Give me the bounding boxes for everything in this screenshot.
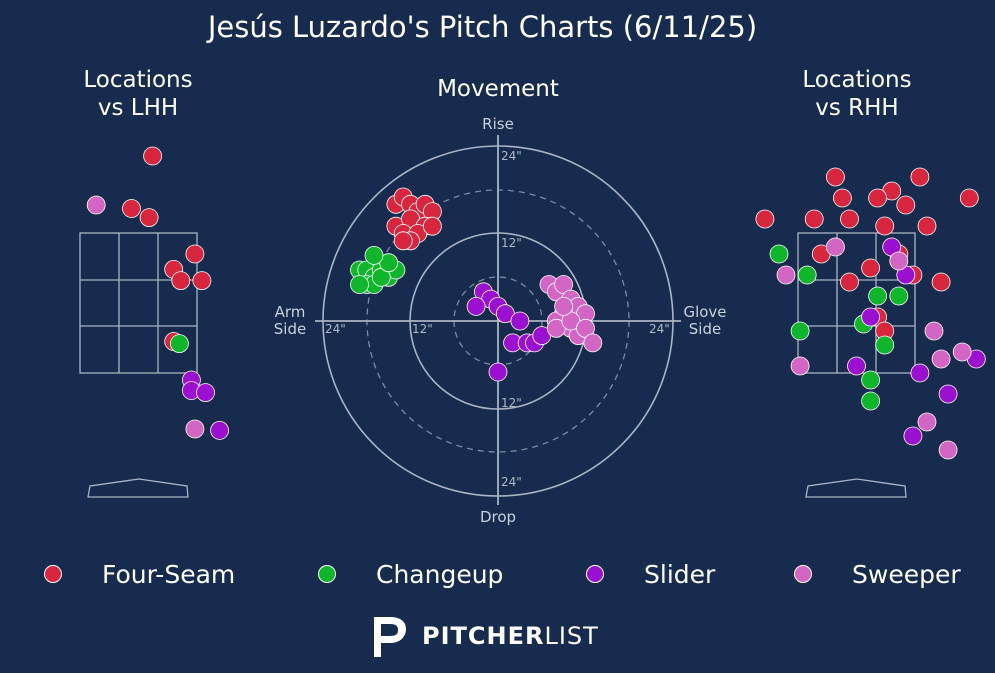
lhh-four-seam-point bbox=[143, 146, 163, 166]
rhh-slider-point bbox=[847, 356, 866, 376]
rhh-sweeper-point bbox=[776, 265, 796, 285]
legend-item-slider[interactable]: Slider bbox=[586, 556, 715, 592]
rhh-changeup-point bbox=[861, 391, 880, 411]
rhh-sweeper-point bbox=[790, 356, 810, 376]
ring-label-24-bottom: 24" bbox=[501, 475, 522, 489]
four-seam-marker-icon bbox=[44, 565, 62, 583]
rhh-four-seam-point bbox=[755, 209, 775, 229]
legend-label: Sweeper bbox=[852, 559, 961, 589]
rhh-changeup-point bbox=[790, 321, 810, 341]
movement-four-seam-point bbox=[393, 231, 413, 251]
rhh-four-seam-point bbox=[959, 188, 979, 208]
rhh-four-seam-point bbox=[840, 272, 859, 292]
rhh-sweeper-point bbox=[889, 251, 909, 271]
legend-item-four-seam[interactable]: Four-Seam bbox=[44, 556, 235, 592]
ring-labels: 24" 12" 12" 24" 24" 12" 24" bbox=[325, 149, 670, 489]
slider-marker-icon bbox=[586, 565, 604, 583]
rhh-four-seam-point bbox=[804, 209, 824, 229]
rhh-sweeper-point bbox=[938, 440, 958, 460]
rhh-four-seam-point bbox=[917, 216, 937, 236]
ring-label-12-left: 12" bbox=[412, 322, 433, 336]
pitcherlist-logo: PITCHER LIST bbox=[370, 612, 599, 660]
changeup-marker-icon bbox=[318, 565, 336, 583]
brand-bold: PITCHER bbox=[422, 622, 545, 650]
rhh-changeup-point bbox=[868, 286, 887, 306]
lhh-four-seam-point bbox=[185, 244, 205, 264]
lhh-strike-zone bbox=[79, 232, 198, 374]
rhh-changeup-point bbox=[889, 286, 909, 306]
legend-label: Slider bbox=[644, 559, 716, 589]
lhh-changeup-point bbox=[169, 334, 189, 354]
rhh-slider-point bbox=[938, 384, 958, 404]
chart-title: Jesús Luzardo's Pitch Charts (6/11/25) bbox=[207, 10, 758, 44]
rhh-four-seam-point bbox=[910, 167, 930, 187]
pitcherlist-p-icon bbox=[374, 617, 406, 657]
rhh-four-seam-point bbox=[875, 216, 895, 236]
rise-label: Rise bbox=[482, 115, 514, 133]
movement-four-seam-point bbox=[422, 216, 442, 236]
legend-label: Four-Seam bbox=[102, 559, 236, 589]
lhh-four-seam-point bbox=[122, 199, 141, 218]
legend-item-changeup[interactable]: Changeup bbox=[318, 556, 503, 592]
rhh-four-seam-point bbox=[826, 167, 845, 187]
movement-grid bbox=[315, 135, 681, 505]
rhh-changeup-point bbox=[875, 335, 895, 355]
movement-sweeper-point bbox=[554, 296, 573, 316]
movement-slider-point bbox=[466, 296, 486, 316]
rhh-sweeper-point bbox=[826, 237, 845, 257]
rhh-four-seam-point bbox=[931, 272, 951, 292]
rhh-slider-point bbox=[903, 426, 923, 446]
lhh-sweeper-point bbox=[86, 195, 106, 215]
ring-label-24-right: 24" bbox=[649, 322, 670, 336]
lhh-four-seam-point bbox=[139, 208, 159, 228]
ring-label-12-bottom: 12" bbox=[501, 396, 522, 410]
movement-changeup-point bbox=[350, 275, 369, 294]
ring-label-12-top: 12" bbox=[501, 236, 522, 250]
rhh-four-seam-point bbox=[861, 258, 880, 278]
rhh-changeup-point bbox=[861, 370, 880, 390]
rhh-slider-point bbox=[910, 363, 930, 383]
pitch-points bbox=[86, 146, 986, 460]
sweeper-marker-icon bbox=[794, 565, 812, 583]
rhh-four-seam-point bbox=[840, 209, 859, 229]
movement-slider-point bbox=[488, 362, 508, 382]
rhh-four-seam-point bbox=[833, 188, 852, 208]
rhh-four-seam-point bbox=[868, 188, 887, 208]
ring-label-24-left: 24" bbox=[325, 322, 346, 336]
ring-label-24-top: 24" bbox=[501, 149, 522, 163]
lhh-sweeper-point bbox=[185, 419, 205, 439]
rhh-panel-title: Locations vs RHH bbox=[802, 67, 912, 121]
rhh-changeup-point bbox=[797, 265, 817, 285]
movement-slider-point bbox=[510, 311, 530, 331]
lhh-four-seam-point bbox=[171, 271, 191, 291]
brand-light: LIST bbox=[544, 622, 599, 650]
rhh-sweeper-point bbox=[917, 412, 937, 432]
drop-label: Drop bbox=[480, 508, 516, 526]
lhh-slider-point bbox=[196, 383, 215, 403]
rhh-slider-point bbox=[861, 307, 880, 327]
movement-panel-title: Movement bbox=[437, 76, 559, 102]
rhh-sweeper-point bbox=[924, 321, 944, 341]
lhh-home-plate bbox=[87, 478, 189, 498]
movement-sweeper-point bbox=[583, 333, 603, 353]
rhh-changeup-point bbox=[769, 244, 789, 264]
legend-item-sweeper[interactable]: Sweeper bbox=[794, 556, 961, 592]
rhh-sweeper-point bbox=[952, 342, 972, 362]
rhh-four-seam-point bbox=[896, 195, 916, 215]
glove-side-label: Glove Side bbox=[683, 303, 726, 338]
legend-label: Changeup bbox=[376, 559, 504, 589]
lhh-four-seam-point bbox=[192, 271, 212, 291]
rhh-home-plate bbox=[805, 478, 907, 498]
arm-side-label: Arm Side bbox=[274, 303, 306, 338]
lhh-slider-point bbox=[210, 420, 230, 440]
lhh-panel-title: Locations vs LHH bbox=[83, 67, 193, 121]
rhh-sweeper-point bbox=[931, 349, 951, 369]
movement-changeup-point bbox=[364, 245, 384, 265]
